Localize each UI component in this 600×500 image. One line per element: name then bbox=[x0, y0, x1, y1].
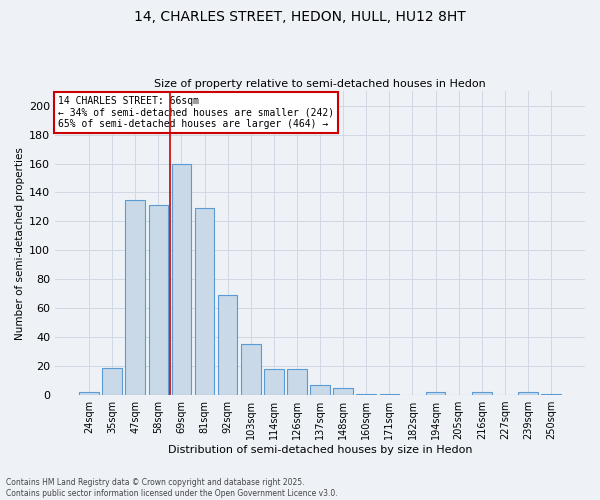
Bar bbox=[218, 295, 238, 395]
Bar bbox=[356, 394, 376, 395]
Bar bbox=[195, 208, 214, 395]
Bar bbox=[287, 369, 307, 395]
Y-axis label: Number of semi-detached properties: Number of semi-detached properties bbox=[15, 146, 25, 340]
Bar bbox=[241, 344, 260, 395]
Title: Size of property relative to semi-detached houses in Hedon: Size of property relative to semi-detach… bbox=[154, 79, 486, 89]
Text: 14, CHARLES STREET, HEDON, HULL, HU12 8HT: 14, CHARLES STREET, HEDON, HULL, HU12 8H… bbox=[134, 10, 466, 24]
Bar bbox=[334, 388, 353, 395]
Text: Contains HM Land Registry data © Crown copyright and database right 2025.
Contai: Contains HM Land Registry data © Crown c… bbox=[6, 478, 338, 498]
Bar bbox=[103, 368, 122, 395]
Bar bbox=[426, 392, 445, 395]
Bar bbox=[149, 206, 168, 395]
Bar bbox=[79, 392, 99, 395]
Bar bbox=[125, 200, 145, 395]
Bar bbox=[264, 369, 284, 395]
Text: 14 CHARLES STREET: 66sqm
← 34% of semi-detached houses are smaller (242)
65% of : 14 CHARLES STREET: 66sqm ← 34% of semi-d… bbox=[58, 96, 334, 129]
Bar bbox=[380, 394, 399, 395]
Bar bbox=[518, 392, 538, 395]
X-axis label: Distribution of semi-detached houses by size in Hedon: Distribution of semi-detached houses by … bbox=[168, 445, 472, 455]
Bar bbox=[310, 385, 330, 395]
Bar bbox=[541, 394, 561, 395]
Bar bbox=[172, 164, 191, 395]
Bar bbox=[472, 392, 491, 395]
